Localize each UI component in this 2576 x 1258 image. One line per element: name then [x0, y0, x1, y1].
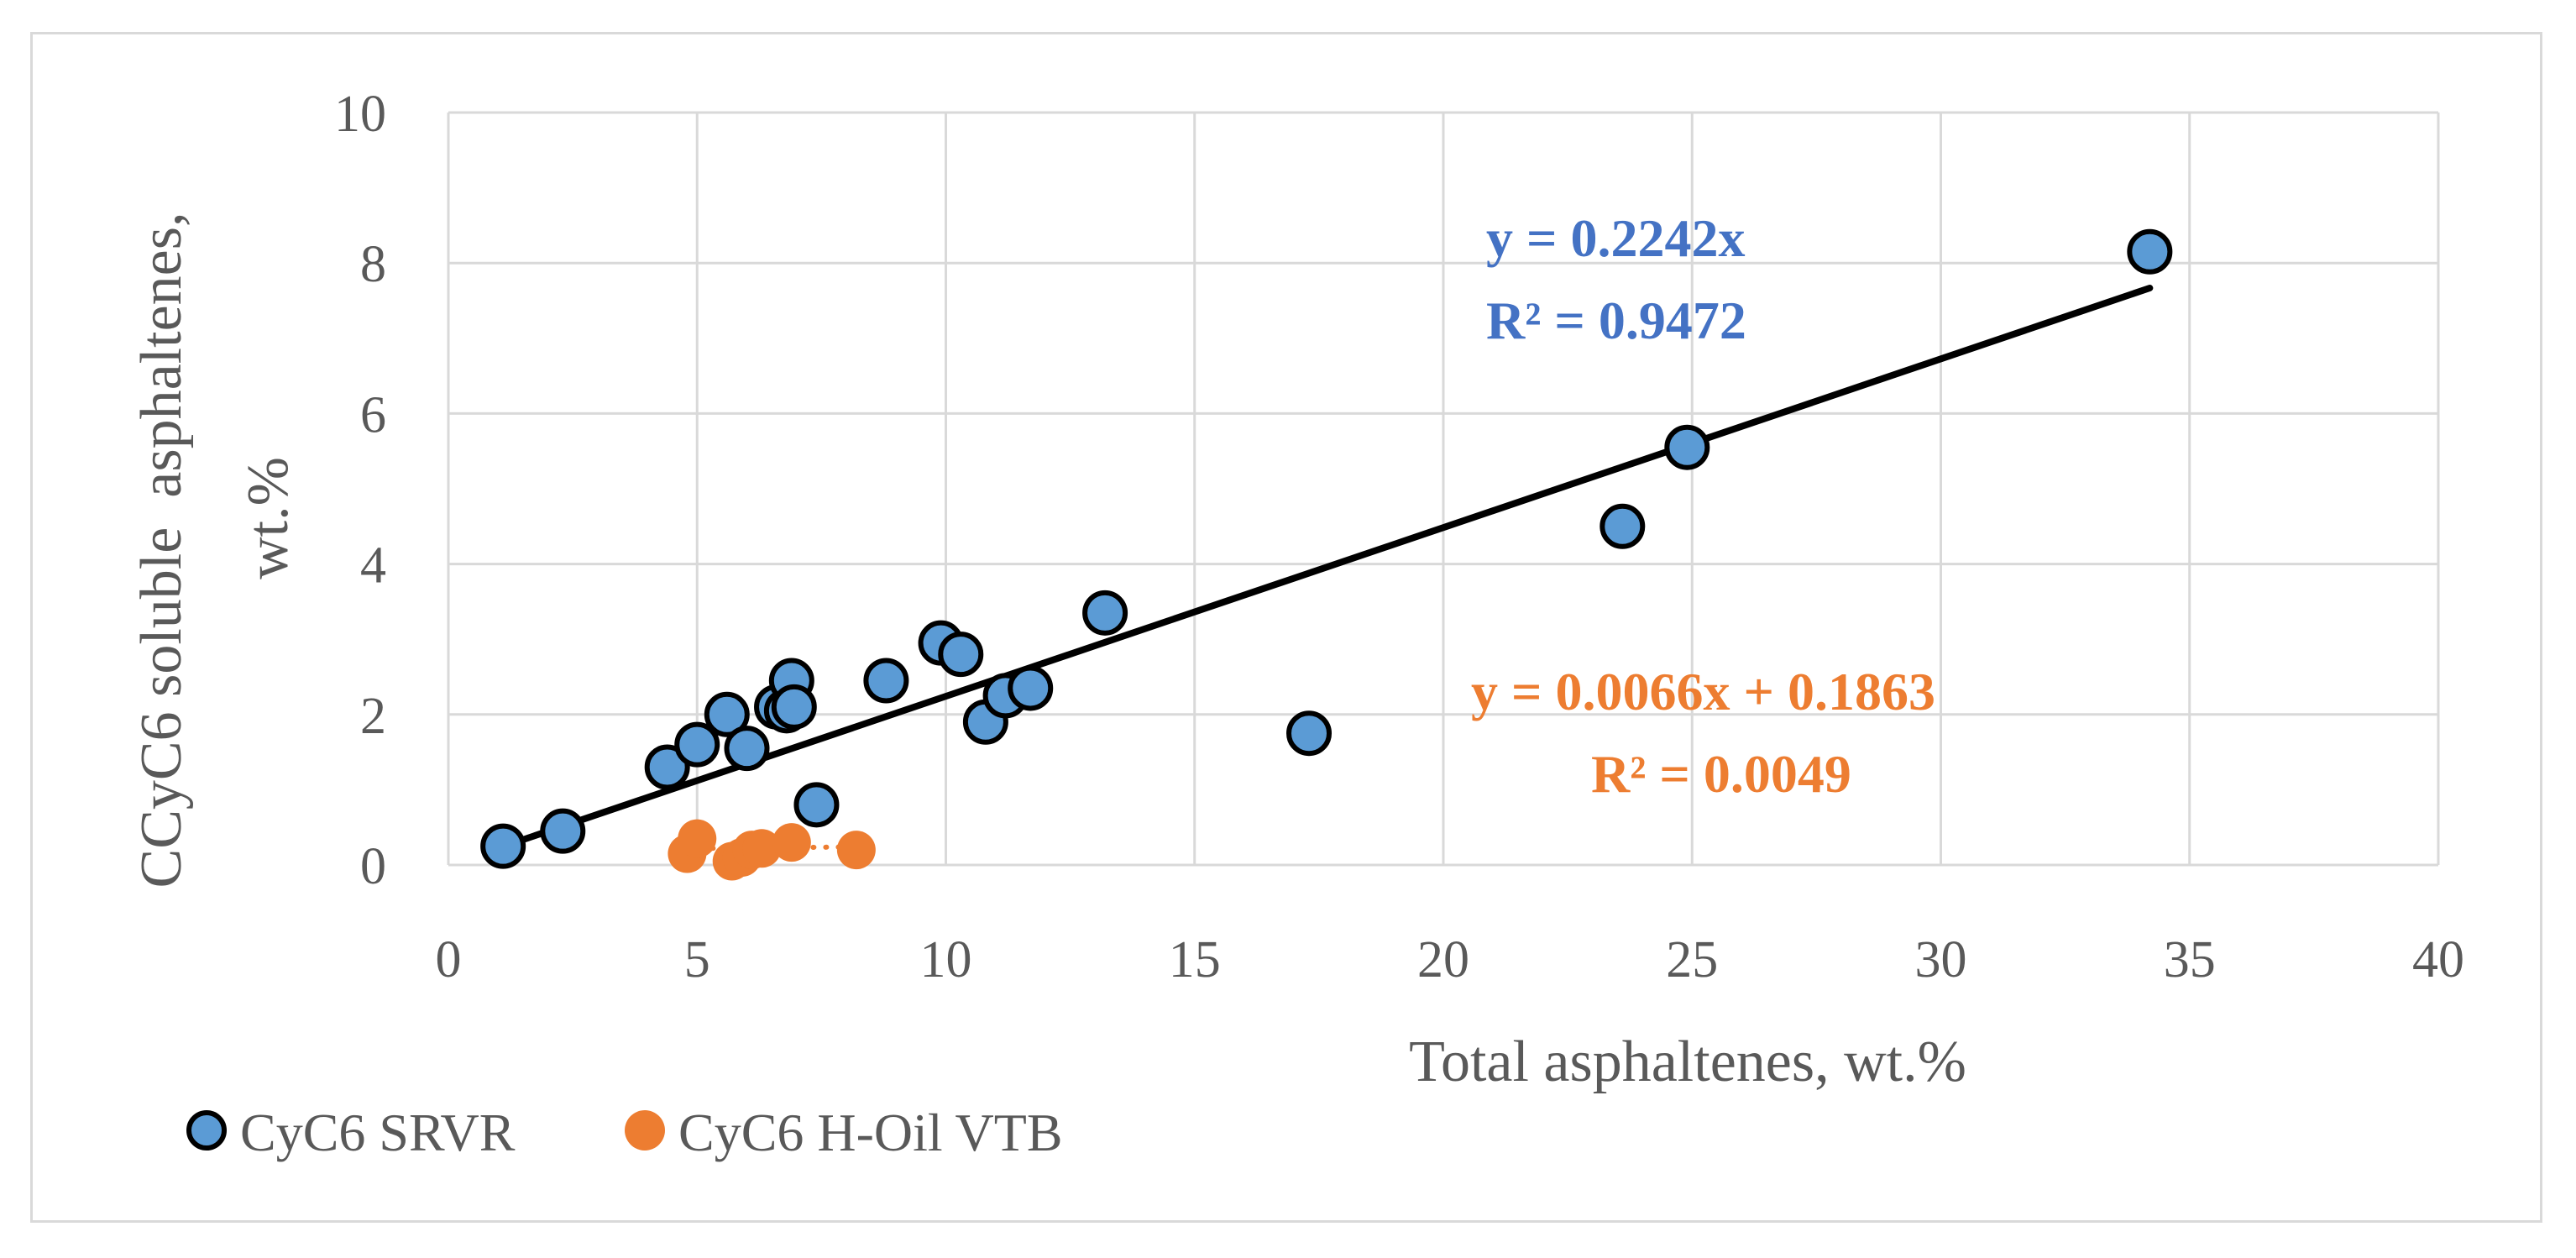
data-point-series-0	[1664, 424, 1710, 470]
x-tick-label: 20	[1417, 931, 1469, 988]
legend-label-srvr: CyC6 SRVR	[240, 1103, 516, 1162]
data-point-series-0	[480, 823, 526, 869]
x-tick-label: 5	[684, 931, 710, 988]
data-point-series-0	[938, 632, 984, 678]
data-point-series-0	[704, 691, 750, 737]
data-point-series-1	[836, 831, 876, 870]
x-tick-label: 30	[1915, 931, 1967, 988]
data-point-series-0	[863, 658, 909, 704]
x-axis-label: Total asphaltenes, wt.%	[1409, 1030, 1966, 1094]
data-point-series-0	[674, 721, 720, 768]
x-tick-label: 15	[1169, 931, 1221, 988]
data-point-series-1	[742, 829, 782, 868]
srvr-r-squared: R² = 0.9472	[1486, 291, 1746, 350]
y-tick-label: 10	[334, 86, 386, 143]
x-tick-label: 0	[436, 931, 462, 988]
y-tick-label: 4	[360, 537, 386, 595]
srvr-equation: y = 0.2242x	[1486, 208, 1745, 268]
data-point-series-0	[1600, 503, 1646, 549]
x-tick-label: 10	[920, 931, 972, 988]
legend-marker-vtb	[625, 1110, 665, 1151]
x-tick-label: 35	[2164, 931, 2216, 988]
data-point-series-0	[1008, 665, 1054, 711]
legend: CyC6 SRVR CyC6 H-Oil VTB	[186, 1103, 1063, 1162]
data-point-series-0	[1082, 590, 1128, 636]
legend-item-srvr: CyC6 SRVR	[186, 1103, 516, 1162]
data-point-series-0	[724, 726, 770, 772]
data-point-series-0	[540, 808, 586, 854]
data-point-series-0	[793, 782, 840, 828]
y-tick-label: 2	[360, 688, 386, 745]
data-points	[480, 228, 2173, 881]
x-tick-label: 25	[1666, 931, 1718, 988]
y-tick-label: 6	[360, 386, 386, 443]
y-axis-label-line-1: CCyC6 soluble asphaltenes,	[129, 212, 194, 888]
vtb-equation: y = 0.0066x + 0.1863	[1471, 662, 1935, 721]
legend-label-vtb: CyC6 H-Oil VTB	[678, 1103, 1063, 1162]
grid-lines	[447, 111, 2440, 867]
data-point-series-0	[644, 744, 690, 790]
data-point-series-1	[678, 819, 717, 858]
y-axis-label-line-2: wt.%	[236, 457, 301, 579]
x-tick-label: 40	[2412, 931, 2464, 988]
data-point-series-1	[772, 823, 811, 862]
data-point-series-0	[771, 684, 817, 730]
legend-item-vtb: CyC6 H-Oil VTB	[625, 1103, 1063, 1162]
y-tick-label: 8	[360, 236, 386, 293]
trendline-series-1	[684, 844, 859, 852]
vtb-r-squared: R² = 0.0049	[1591, 744, 1851, 804]
data-point-series-0	[2127, 228, 2173, 275]
y-tick-label: 0	[360, 838, 386, 895]
y-axis-ticks: 0 2 4 6 8 10	[334, 86, 386, 895]
legend-marker-srvr	[186, 1110, 227, 1151]
trendlines	[500, 284, 2154, 852]
trendline-series-0	[500, 284, 2154, 850]
x-axis-ticks: 0 5 10 15 20 25 30 35 40	[436, 931, 2465, 988]
data-point-series-0	[1286, 710, 1333, 757]
